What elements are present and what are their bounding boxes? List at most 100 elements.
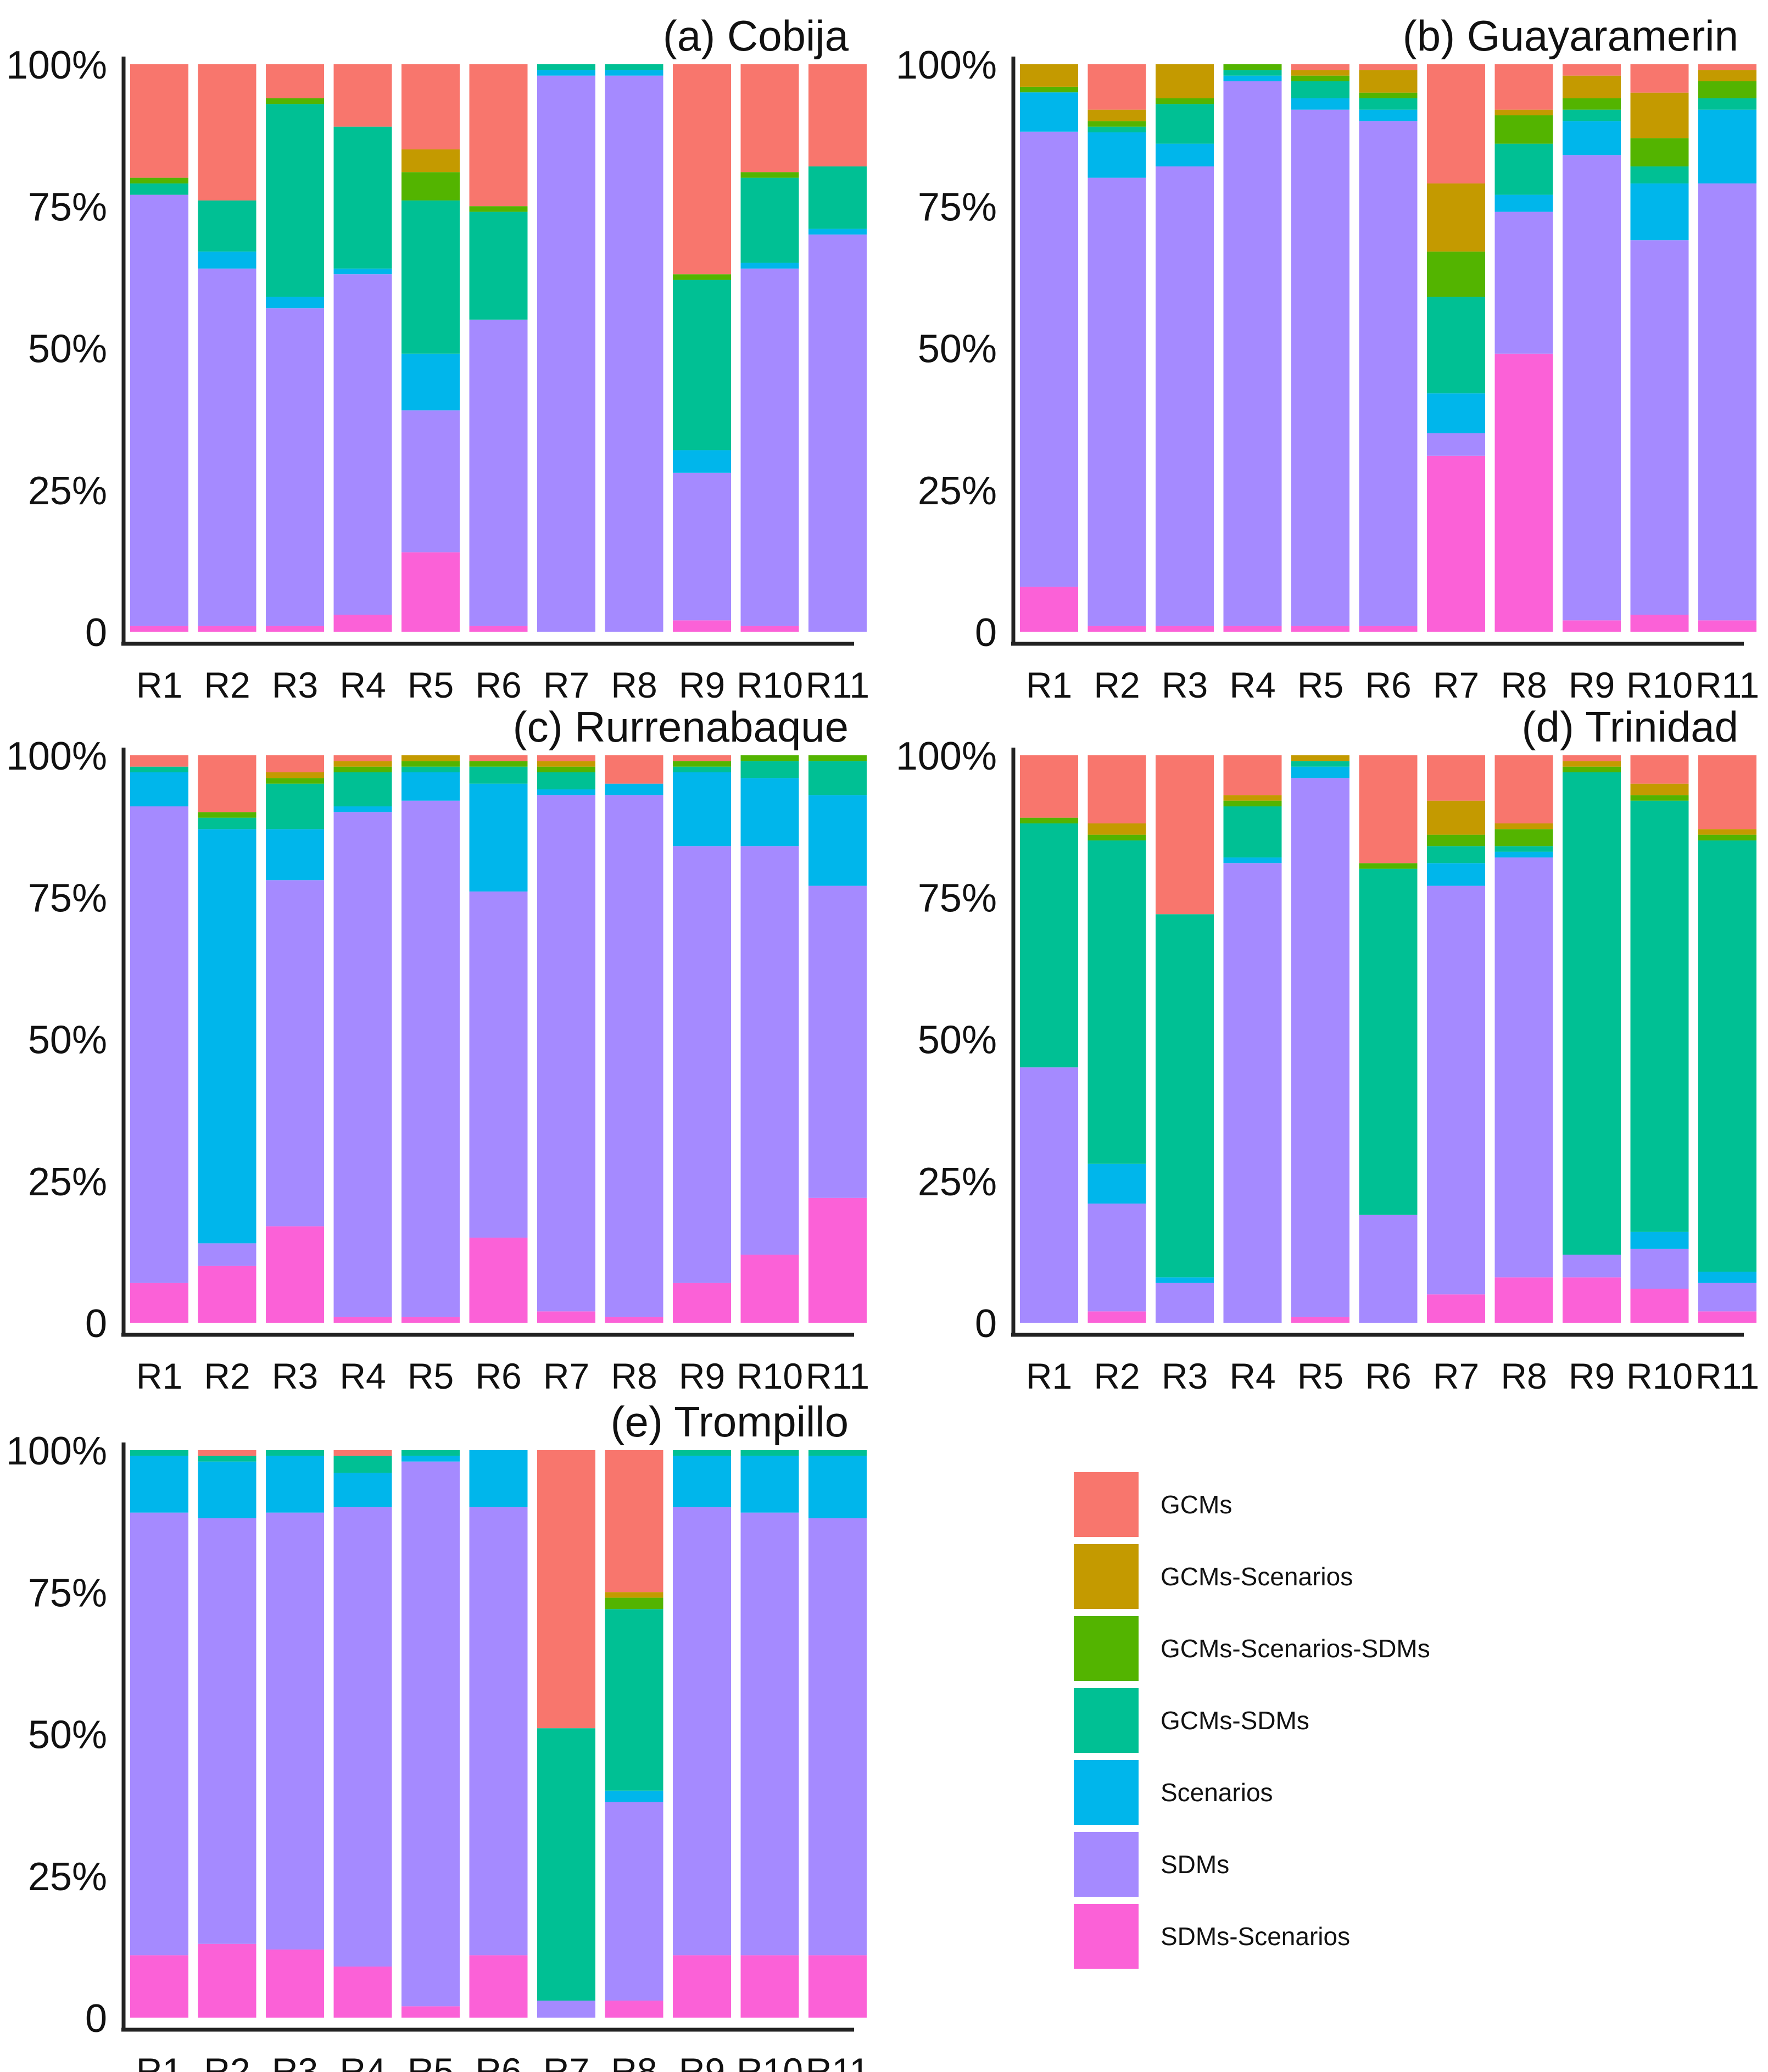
bar-segment-r1-gcms-sdms — [130, 183, 188, 195]
bar-segment-r2-scenarios — [1087, 1163, 1146, 1204]
bar-segment-r3-scenarios — [266, 297, 324, 309]
bar-segment-r3-sdms — [266, 308, 324, 626]
x-tick-label: R1 — [136, 665, 182, 705]
bar-segment-r1-sdms — [1020, 1067, 1078, 1323]
bar-segment-r5-sdms — [401, 1461, 460, 2007]
bar-segment-r8-sdms — [605, 1802, 663, 2001]
bar-segment-r1-gcms — [1020, 755, 1078, 818]
bar-segment-r5-gcms-sdms — [401, 766, 460, 772]
x-tick-label: R6 — [475, 2051, 521, 2072]
bar-segment-r2-gcms — [198, 1450, 256, 1456]
bar-segment-r8-gcms — [605, 755, 663, 784]
bar-segment-r7-scenarios — [1427, 393, 1485, 433]
x-tick-label: R5 — [1297, 1356, 1343, 1396]
bar-segment-r5-sdms — [1291, 778, 1349, 1317]
bar-segment-r7-sdms — [537, 795, 595, 1312]
x-tick-label: R11 — [1696, 1356, 1759, 1396]
bar-segment-r2-gcms — [198, 64, 256, 200]
bar-segment-r6-sdms — [469, 1507, 528, 1956]
bar-segment-r4-sdms — [1223, 863, 1282, 1323]
bar-segment-r6-gcms-scenarios — [1359, 70, 1418, 93]
bar-segment-r5-gcms — [401, 64, 460, 149]
bar-segment-r7-gcms-scenarios-sdms — [1427, 251, 1485, 297]
bar-segment-r6-sdms — [469, 891, 528, 1238]
bar-segment-r8-sdms — [1494, 211, 1553, 354]
bar-segment-r7-gcms-scenarios-sdms — [1427, 834, 1485, 846]
bar-segment-r11-scenarios — [1698, 1272, 1756, 1283]
bar-segment-r10-scenarios — [740, 778, 799, 846]
bar-segment-r4-sdms — [333, 274, 392, 615]
bar-segment-r6-scenarios — [1359, 109, 1418, 121]
bar-segment-r6-gcms-scenarios-sdms — [469, 206, 528, 212]
bar-segment-r11-sdms-scenarios — [1698, 620, 1756, 632]
bar-segment-r5-scenarios — [401, 353, 460, 411]
bar-segment-r9-sdms-scenarios — [1563, 1277, 1621, 1323]
bar-segment-r4-gcms-sdms — [333, 772, 392, 806]
bar-segment-r4-sdms — [333, 1507, 392, 1967]
bar-segment-r11-gcms-sdms — [1698, 98, 1756, 110]
x-tick-label: R1 — [136, 1356, 182, 1396]
bar-segment-r9-gcms-sdms — [673, 1450, 731, 1456]
bar-segment-r2-sdms-scenarios — [198, 1266, 256, 1323]
x-tick-label: R8 — [1501, 1356, 1547, 1396]
y-tick-label: 100% — [6, 43, 107, 87]
bar-segment-r8-sdms-scenarios — [605, 1317, 663, 1323]
bar-segment-r10-sdms-scenarios — [1630, 615, 1689, 632]
x-tick-label: R7 — [1433, 1356, 1479, 1396]
x-tick-label: R7 — [1433, 665, 1479, 705]
bar-segment-r5-gcms-scenarios — [401, 755, 460, 761]
legend-key-gcms-scenarios-sdms — [1074, 1616, 1139, 1681]
bar-segment-r9-gcms-scenarios-sdms — [1563, 766, 1621, 772]
bar-segment-r8-gcms-sdms — [1494, 143, 1553, 195]
bar-segment-r9-sdms — [673, 1507, 731, 1956]
bar-segment-r9-gcms — [673, 755, 731, 761]
bar-segment-r11-scenarios — [808, 795, 867, 886]
x-tick-label: R3 — [272, 2051, 318, 2072]
x-tick-label: R2 — [1094, 665, 1140, 705]
y-tick-label: 100% — [896, 43, 997, 87]
bar-segment-r7-gcms — [1427, 64, 1485, 183]
bar-segment-r5-gcms-scenarios — [1291, 70, 1349, 76]
bar-segment-r6-scenarios — [469, 783, 528, 892]
bar-segment-r1-sdms-scenarios — [130, 1955, 188, 2018]
bar-segment-r8-scenarios — [605, 783, 663, 795]
bar-segment-r8-sdms-scenarios — [1494, 1277, 1553, 1323]
bar-segment-r6-gcms — [1359, 64, 1418, 70]
bar-segment-r4-sdms-scenarios — [333, 1967, 392, 2018]
x-tick-label: R2 — [204, 1356, 250, 1396]
legend-label-gcms: GCMs — [1161, 1490, 1232, 1519]
bar-segment-r4-scenarios — [1223, 75, 1282, 81]
bar-segment-r11-gcms-sdms — [1698, 840, 1756, 1272]
bar-segment-r2-gcms-scenarios — [1087, 823, 1146, 835]
x-tick-label: R4 — [339, 665, 386, 705]
bar-segment-r8-gcms-scenarios — [1494, 109, 1553, 115]
bar-segment-r4-sdms-scenarios — [1223, 626, 1282, 632]
bar-segment-r10-sdms — [1630, 1249, 1689, 1289]
bar-segment-r7-gcms-sdms — [537, 772, 595, 789]
bar-segment-r7-gcms-scenarios — [1427, 800, 1485, 835]
x-tick-label: R9 — [679, 1356, 725, 1396]
bar-segment-r3-gcms-sdms — [266, 1450, 324, 1456]
panel-b-guayaramerin: 0 25% 50% 75% 100% (b) Guayaramerin R1 R2 R3 R4 R5… — [896, 12, 1759, 705]
bar-segment-r10-sdms-scenarios — [740, 626, 799, 632]
x-tick-label: R5 — [408, 1356, 454, 1396]
bar-segment-r4-scenarios — [333, 1473, 392, 1507]
bar-segment-r11-gcms-scenarios — [1698, 829, 1756, 835]
bar-segment-r9-scenarios — [673, 450, 731, 473]
bar-segment-r2-gcms-sdms — [198, 817, 256, 829]
bar-segment-r10-gcms-scenarios — [1630, 92, 1689, 138]
bar-segment-r7-scenarios — [1427, 863, 1485, 886]
bar-segment-r11-sdms — [808, 885, 867, 1198]
bar-segment-r5-gcms-sdms — [401, 1450, 460, 1456]
bar-segment-r4-sdms — [333, 812, 392, 1317]
x-tick-label: R6 — [1365, 665, 1411, 705]
y-tick-label: 75% — [28, 185, 107, 229]
bar-segment-r2-gcms-sdms — [1087, 840, 1146, 1164]
bar-segment-r1-gcms-sdms — [130, 766, 188, 772]
y-tick-label: 75% — [918, 185, 997, 229]
bar-segment-r11-gcms-sdms — [808, 761, 867, 795]
bar-segment-r3-scenarios — [1156, 143, 1214, 166]
bar-segment-r3-sdms-scenarios — [266, 1950, 324, 2018]
bar-segment-r9-sdms — [1563, 155, 1621, 621]
y-tick-label: 0 — [975, 1302, 997, 1346]
